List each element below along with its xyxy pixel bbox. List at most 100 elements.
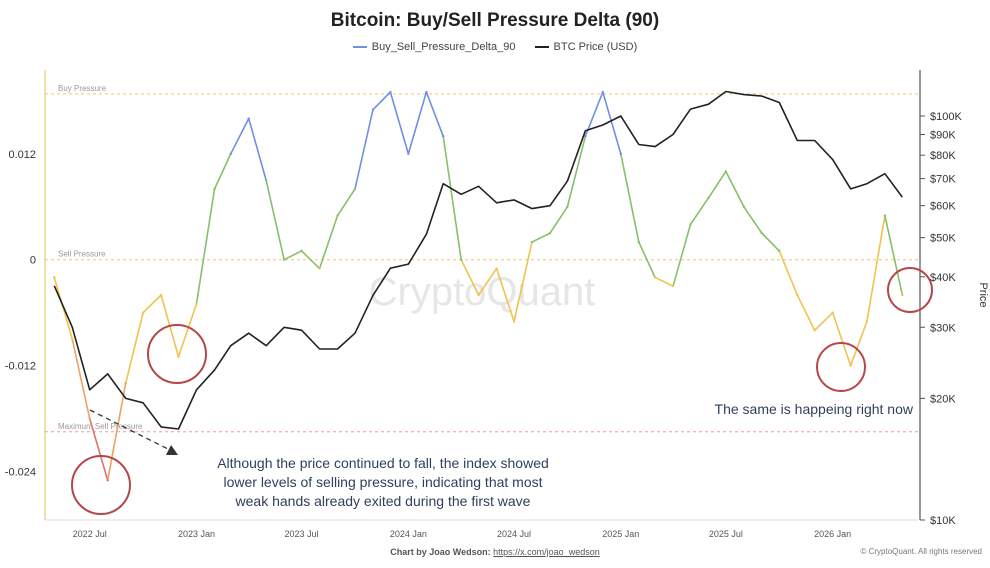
y-right-tick-label: $70K — [930, 174, 956, 186]
x-tick-label: 2026 Jan — [814, 529, 851, 539]
delta-point — [637, 240, 641, 244]
delta-point — [689, 223, 692, 226]
x-tick-label: 2024 Jan — [390, 529, 427, 539]
delta-point — [195, 302, 198, 306]
delta-series-segment — [372, 91, 392, 111]
delta-series-segment — [778, 250, 799, 296]
delta-series-segment — [142, 294, 162, 314]
highlight-circle-second-wave — [147, 324, 207, 384]
x-tick-label: 2023 Jan — [178, 529, 215, 539]
chart-credit: Chart by Joao Wedson: https://x.com/joao… — [0, 547, 990, 557]
delta-series-segment — [477, 267, 498, 296]
delta-point — [71, 337, 74, 341]
delta-point — [441, 134, 445, 138]
delta-point — [336, 214, 339, 217]
credit-link[interactable]: https://x.com/joao_wedson — [493, 547, 600, 557]
delta-point — [247, 117, 250, 120]
delta-series-segment — [689, 197, 710, 226]
delta-series-segment — [425, 91, 444, 137]
y-right-tick-label: $90K — [930, 130, 956, 142]
delta-series-segment — [460, 258, 480, 296]
delta-point — [318, 267, 321, 270]
delta-series-segment — [602, 91, 622, 155]
delta-series-segment — [318, 214, 339, 270]
delta-point — [371, 108, 375, 111]
delta-point — [796, 293, 799, 297]
delta-series-segment — [124, 311, 144, 385]
y-left-tick-label: -0.024 — [5, 466, 36, 478]
delta-series-segment — [300, 250, 321, 270]
delta-series-segment — [813, 311, 834, 332]
delta-series-segment — [88, 417, 109, 482]
delta-series-segment — [725, 170, 745, 208]
y-right-tick-label: $30K — [930, 322, 956, 334]
delta-point — [495, 267, 498, 270]
delta-point — [601, 90, 605, 94]
delta-series-segment — [389, 91, 410, 155]
highlight-circle-2026-low — [816, 342, 866, 392]
legend-item-delta[interactable]: Buy_Sell_Pressure_Delta_90 — [352, 41, 515, 53]
x-tick-label: 2025 Jul — [709, 529, 743, 539]
delta-point — [901, 293, 904, 297]
delta-series-segment — [513, 241, 533, 323]
delta-series-segment — [106, 382, 127, 482]
delta-point — [300, 249, 303, 253]
delta-point — [264, 179, 268, 182]
delta-series-segment — [849, 320, 868, 367]
delta-series-segment — [761, 232, 781, 252]
delta-point — [459, 258, 463, 261]
delta-series-segment — [265, 179, 285, 261]
delta-series-segment — [566, 135, 587, 208]
delta-series-segment — [531, 232, 551, 243]
y-right-tick-label: $60K — [930, 201, 956, 213]
delta-series-segment — [354, 108, 374, 190]
delta-point — [141, 311, 145, 314]
x-tick-label: 2025 Jan — [602, 529, 639, 539]
delta-series-segment — [584, 91, 604, 137]
delta-series-segment — [743, 205, 763, 235]
y-left-tick-label: 0 — [30, 255, 36, 267]
delta-series-segment — [71, 338, 91, 420]
delta-point — [530, 240, 534, 244]
delta-series-segment — [549, 205, 569, 235]
delta-point — [566, 205, 569, 208]
highlight-circle-first-wave — [71, 455, 131, 515]
delta-point — [724, 170, 728, 173]
delta-point — [353, 187, 357, 191]
delta-point — [229, 152, 232, 156]
delta-point — [760, 232, 764, 235]
delta-series-segment — [442, 135, 462, 261]
delta-point — [425, 90, 428, 94]
chart-title: Bitcoin: Buy/Sell Pressure Delta (90) — [330, 10, 660, 31]
delta-point — [159, 293, 163, 297]
y-left-tick-label: -0.012 — [5, 361, 36, 373]
delta-point — [53, 276, 56, 279]
delta-point — [883, 214, 887, 217]
annotation-note-left: Although the price continued to fall, th… — [217, 455, 549, 509]
delta-point — [407, 152, 410, 156]
delta-point — [742, 205, 746, 208]
delta-point — [707, 196, 710, 200]
legend-item-price[interactable]: BTC Price (USD) — [534, 41, 637, 53]
delta-point — [88, 417, 91, 420]
delta-point — [831, 311, 834, 314]
watermark: CryptoQuant — [369, 270, 596, 314]
delta-point — [653, 276, 657, 279]
y-right-tick-label: $20K — [930, 393, 956, 405]
delta-series-segment — [213, 153, 232, 190]
annotation-arrowhead — [166, 445, 178, 455]
x-tick-label: 2024 Jul — [497, 529, 531, 539]
y-right-tick-label: $10K — [930, 515, 956, 527]
legend-swatch-delta — [352, 46, 367, 49]
delta-point — [477, 293, 480, 297]
delta-series-segment — [247, 117, 267, 182]
y-left-tick-label: 0.012 — [8, 149, 36, 161]
delta-series-segment — [336, 188, 356, 217]
delta-series-segment — [495, 267, 515, 323]
delta-series-segment — [884, 214, 904, 296]
delta-point — [778, 249, 781, 253]
delta-series-segment — [707, 170, 727, 199]
y-right-tick-label: $50K — [930, 233, 956, 245]
delta-point — [584, 134, 587, 138]
delta-series-segment — [229, 117, 250, 155]
